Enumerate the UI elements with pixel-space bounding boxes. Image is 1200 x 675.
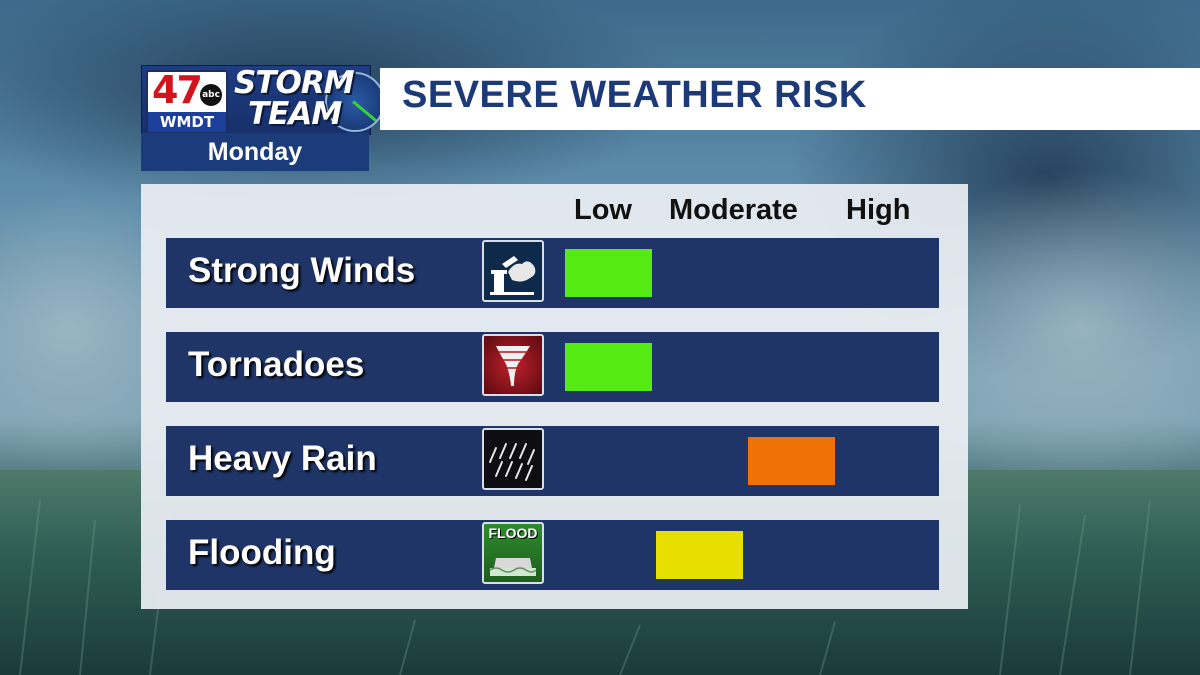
tornado-icon [482,334,544,396]
call-sign: WMDT [148,112,226,132]
brand-line-1: STORM [234,65,355,101]
level-high: High [846,194,911,226]
risk-row-tornadoes: Tornadoes [166,332,939,402]
station-logo: 47 abc WMDT STORM TEAM Monday [141,65,385,171]
risk-row-flooding: Flooding FLOOD [166,520,939,590]
risk-label: Strong Winds [188,251,416,290]
logo-banner: 47 abc WMDT STORM TEAM [141,65,385,135]
level-moderate: Moderate [669,194,798,226]
risk-level-bar [656,531,743,579]
risk-row-strong-winds: Strong Winds [166,238,939,308]
brand-line-2: TEAM [248,96,342,132]
heavy-rain-icon [482,428,544,490]
flood-icon-text: FLOOD [488,525,538,541]
brand-name: STORM TEAM [234,68,364,130]
risk-row-heavy-rain: Heavy Rain [166,426,939,496]
risk-level-bar [748,437,835,485]
risk-level-bar [565,343,652,391]
risk-level-bar [565,249,652,297]
page-title: SEVERE WEATHER RISK [402,74,867,116]
forecast-day: Monday [141,133,369,171]
title-bar: SEVERE WEATHER RISK [380,68,1200,130]
network-logo: abc [200,84,222,106]
station-badge: 47 abc WMDT [146,68,228,134]
strong-wind-icon [482,240,544,302]
radar-icon [325,72,385,132]
station-number: 47 [152,68,203,112]
risk-label: Tornadoes [188,345,365,384]
risk-label: Flooding [188,533,336,572]
level-low: Low [574,194,632,226]
flood-icon: FLOOD [482,522,544,584]
risk-label: Heavy Rain [188,439,377,478]
